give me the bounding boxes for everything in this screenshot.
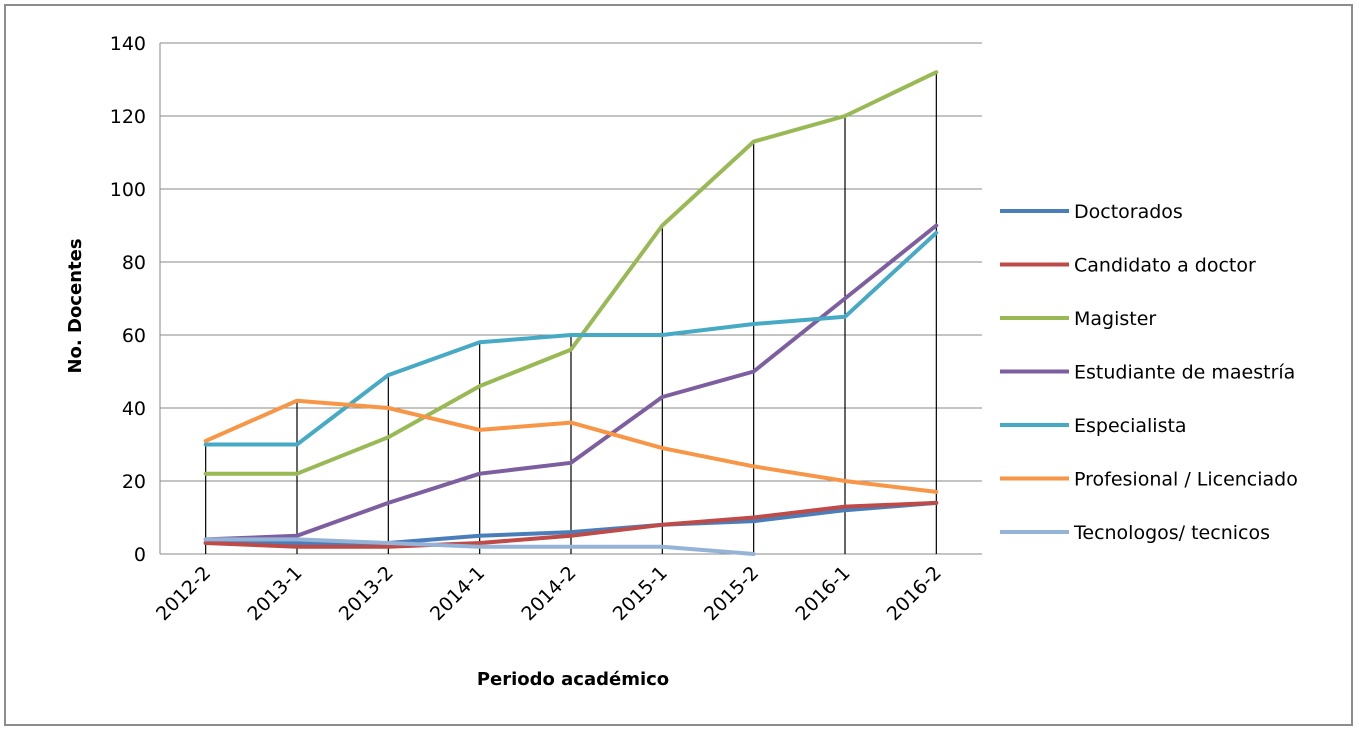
series-lines xyxy=(203,70,939,556)
series-line xyxy=(203,70,939,476)
x-tick-label: 2015-2 xyxy=(700,562,763,625)
y-tick-label: 140 xyxy=(110,33,146,55)
series-line xyxy=(203,537,756,556)
y-tick-labels: 0 20 40 60 80 100 120 140 xyxy=(110,33,146,566)
x-axis-title: Periodo académico xyxy=(477,669,669,690)
legend-label: Especialista xyxy=(1074,415,1187,437)
x-tick-label: 2015-1 xyxy=(609,562,672,625)
legend-label: Candidato a doctor xyxy=(1074,255,1256,277)
x-tick-label: 2014-1 xyxy=(426,562,489,625)
x-tick-label: 2014-2 xyxy=(517,562,580,625)
y-tick-label: 40 xyxy=(122,398,146,420)
series-line xyxy=(203,230,939,447)
series-line xyxy=(203,398,939,494)
drop-lines xyxy=(205,72,937,554)
series-line xyxy=(203,500,939,545)
y-axis-title: No. Docentes xyxy=(65,238,86,373)
legend-label: Magister xyxy=(1074,308,1156,330)
chart-frame: 0 20 40 60 80 100 120 140 2012-2 2013-1 2013-2 201… xyxy=(4,4,1353,726)
x-tick-label: 2012-2 xyxy=(152,562,215,625)
x-tick-label: 2016-1 xyxy=(791,562,854,625)
legend-label: Doctorados xyxy=(1074,201,1183,223)
y-tick-label: 120 xyxy=(110,106,146,128)
x-tick-label: 2016-2 xyxy=(883,562,946,625)
y-tick-label: 80 xyxy=(122,252,146,274)
x-tick-label: 2013-1 xyxy=(243,562,306,625)
series-line xyxy=(203,500,939,549)
y-tick-label: 0 xyxy=(134,544,146,566)
legend-label: Estudiante de maestría xyxy=(1074,362,1295,384)
x-tick-labels: 2012-2 2013-1 2013-2 2014-1 2014-2 2015-1 2015… xyxy=(152,562,946,625)
legend-label: Tecnologos/ tecnicos xyxy=(1073,522,1270,544)
y-tick-label: 60 xyxy=(122,325,146,347)
legend-label: Profesional / Licenciado xyxy=(1074,469,1298,491)
y-tick-label: 100 xyxy=(110,179,146,201)
legend: Doctorados Candidato a doctor Magister Estu… xyxy=(1000,201,1298,544)
y-tick-label: 20 xyxy=(122,471,146,493)
x-tick-label: 2013-2 xyxy=(335,562,398,625)
series-line xyxy=(203,223,939,542)
